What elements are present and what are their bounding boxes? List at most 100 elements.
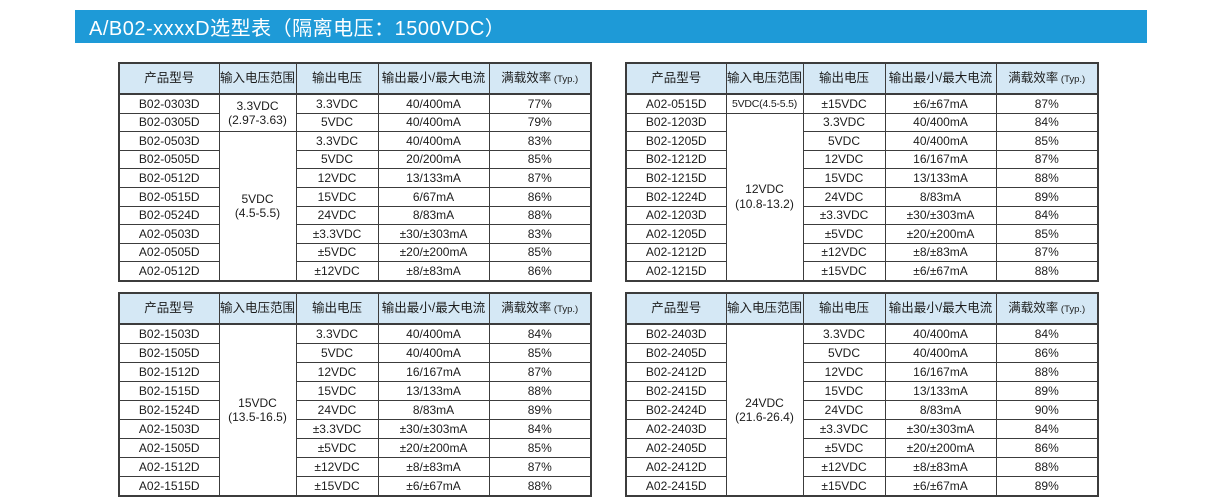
table-row: B02-1212D 12VDC 16/167mA 87% (625, 149, 1099, 170)
efficiency-cell: 89% (995, 475, 1099, 497)
efficiency-header-typ-suffix: (Typ.) (1058, 74, 1086, 85)
col-header-output-voltage: 输出电压 (295, 62, 379, 95)
output-current-cell: ±30/±303mA (884, 205, 997, 226)
header-row: 产品型号 输入电压范围 输出电压 输出最小/最大电流 满载效率 (Typ.) (625, 292, 1099, 325)
table-row: B02-1505D 5VDC 40/400mA 85% (118, 343, 592, 364)
col-header-output-voltage: 输出电压 (802, 292, 886, 325)
efficiency-cell: 88% (488, 205, 592, 226)
input-range-cell: 15VDC (13.5-16.5) (218, 323, 297, 497)
efficiency-cell: 89% (488, 399, 592, 420)
table-row: A02-1505D ±5VDC ±20/±200mA 85% (118, 437, 592, 458)
model-cell: A02-2415D (625, 475, 727, 497)
col-header-model: 产品型号 (118, 62, 220, 95)
efficiency-cell: 88% (488, 475, 592, 497)
efficiency-cell: 86% (995, 437, 1099, 458)
efficiency-cell: 84% (995, 323, 1099, 345)
table-row: A02-1215D ±15VDC ±6/±67mA 88% (625, 261, 1099, 282)
output-voltage-cell: ±15VDC (295, 475, 379, 497)
efficiency-header-typ-suffix: (Typ.) (551, 74, 579, 85)
model-cell: B02-2424D (625, 399, 727, 420)
col-header-model: 产品型号 (625, 62, 727, 95)
table-row: B02-1503D 15VDC (13.5-16.5) 3.3VDC 40/400mA 8… (118, 323, 592, 497)
output-current-cell: 16/167mA (884, 362, 997, 383)
output-current-cell: ±20/±200mA (377, 437, 490, 458)
efficiency-cell: 88% (995, 362, 1099, 383)
model-cell: B02-1505D (118, 343, 220, 364)
selection-table-top-left: 产品型号 输入电压范围 输出电压 输出最小/最大电流 满载效率 (Typ.) B02-03… (118, 62, 592, 282)
output-voltage-cell: 3.3VDC (295, 323, 379, 345)
output-voltage-cell: 3.3VDC (802, 112, 886, 133)
output-voltage-cell: 3.3VDC (802, 323, 886, 345)
efficiency-cell: 86% (995, 343, 1099, 364)
output-current-cell: ±6/±67mA (884, 261, 997, 282)
input-range-cell: 12VDC (10.8-13.2) (725, 112, 804, 282)
page-title: A/B02-xxxxD选型表（隔离电压：1500VDC） (89, 18, 506, 40)
table-row: A02-2405D ±5VDC ±20/±200mA 86% (625, 437, 1099, 458)
input-range-cell: 5VDC(4.5-5.5) (218, 131, 297, 282)
model-cell: A02-1512D (118, 456, 220, 477)
selection-tables-grid: 产品型号 输入电压范围 输出电压 输出最小/最大电流 满载效率 (Typ.) B02-03… (118, 62, 1099, 497)
output-voltage-cell: ±3.3VDC (295, 224, 379, 244)
output-voltage-cell: 12VDC (802, 149, 886, 170)
table-row: A02-2412D ±12VDC ±8/±83mA 88% (625, 456, 1099, 477)
model-cell: B02-1205D (625, 131, 727, 151)
model-cell: A02-1215D (625, 261, 727, 282)
output-voltage-cell: 5VDC (802, 131, 886, 151)
output-current-cell: 40/400mA (884, 131, 997, 151)
table-row: B02-0515D 15VDC 6/67mA 86% (118, 186, 592, 207)
model-cell: A02-2412D (625, 456, 727, 477)
table-row: B02-1215D 15VDC 13/133mA 88% (625, 168, 1099, 188)
col-header-efficiency: 满载效率 (Typ.) (995, 62, 1099, 95)
model-cell: A02-2403D (625, 418, 727, 439)
col-header-input-range: 输入电压范围 (218, 62, 297, 95)
table-row: B02-0305D 5VDC 40/400mA 79% (118, 112, 592, 133)
model-cell: A02-1515D (118, 475, 220, 497)
efficiency-cell: 87% (995, 242, 1099, 263)
efficiency-cell: 84% (488, 418, 592, 439)
output-voltage-cell: 24VDC (295, 205, 379, 226)
input-voltage-line: 3.3VDC (236, 98, 279, 113)
model-cell: B02-0512D (118, 168, 220, 188)
output-voltage-cell: ±15VDC (802, 475, 886, 497)
table-row: A02-1515D ±15VDC ±6/±67mA 88% (118, 475, 592, 497)
model-cell: A02-1203D (625, 205, 727, 226)
output-current-cell: ±8/±83mA (884, 456, 997, 477)
table-row: B02-1515D 15VDC 13/133mA 88% (118, 381, 592, 401)
header-row: 产品型号 输入电压范围 输出电压 输出最小/最大电流 满载效率 (Typ.) (625, 62, 1099, 95)
table-row: B02-2403D 24VDC (21.6-26.4) 3.3VDC 40/400mA 8… (625, 323, 1099, 497)
efficiency-cell: 87% (488, 362, 592, 383)
efficiency-cell: 90% (995, 399, 1099, 420)
output-current-cell: 6/67mA (377, 186, 490, 207)
table-row: B02-1524D 24VDC 8/83mA 89% (118, 399, 592, 420)
efficiency-cell: 88% (488, 381, 592, 401)
output-current-cell: 20/200mA (377, 149, 490, 170)
output-current-cell: 8/83mA (377, 399, 490, 420)
col-header-output-current: 输出最小/最大电流 (884, 292, 997, 325)
efficiency-cell: 79% (488, 112, 592, 133)
table-row: A02-1203D ±3.3VDC ±30/±303mA 84% (625, 205, 1099, 226)
efficiency-cell: 88% (995, 456, 1099, 477)
model-cell: B02-1503D (118, 323, 220, 345)
input-range-line: (21.6-26.4) (735, 410, 794, 424)
efficiency-cell: 84% (488, 323, 592, 345)
output-current-cell: ±30/±303mA (884, 418, 997, 439)
input-range-cell: 5VDC(4.5-5.5) (725, 93, 804, 114)
output-current-cell: 40/400mA (884, 323, 997, 345)
efficiency-cell: 87% (995, 149, 1099, 170)
table-row: A02-1212D ±12VDC ±8/±83mA 87% (625, 242, 1099, 263)
input-range-line: (10.8-13.2) (735, 196, 794, 211)
col-header-model: 产品型号 (625, 292, 727, 325)
output-current-cell: 13/133mA (884, 168, 997, 188)
input-voltage-line: 12VDC (745, 182, 784, 197)
model-cell: A02-0505D (118, 242, 220, 263)
output-current-cell: 8/83mA (377, 205, 490, 226)
output-voltage-cell: 24VDC (802, 186, 886, 207)
output-voltage-cell: ±12VDC (802, 242, 886, 263)
efficiency-cell: 86% (488, 186, 592, 207)
output-voltage-cell: 3.3VDC (295, 131, 379, 151)
output-voltage-cell: ±5VDC (295, 437, 379, 458)
table-row: A02-0512D ±12VDC ±8/±83mA 86% (118, 261, 592, 282)
model-cell: B02-0505D (118, 149, 220, 170)
output-current-cell: ±6/±67mA (884, 93, 997, 114)
output-current-cell: ±8/±83mA (884, 242, 997, 263)
